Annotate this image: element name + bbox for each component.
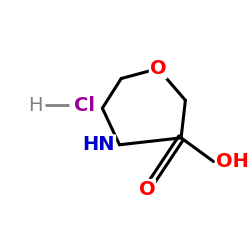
Text: OH: OH (216, 152, 249, 171)
Text: O: O (138, 180, 155, 199)
Text: O: O (150, 59, 166, 78)
Text: HN: HN (83, 135, 115, 154)
Text: Cl: Cl (74, 96, 95, 115)
Text: H: H (28, 96, 43, 115)
